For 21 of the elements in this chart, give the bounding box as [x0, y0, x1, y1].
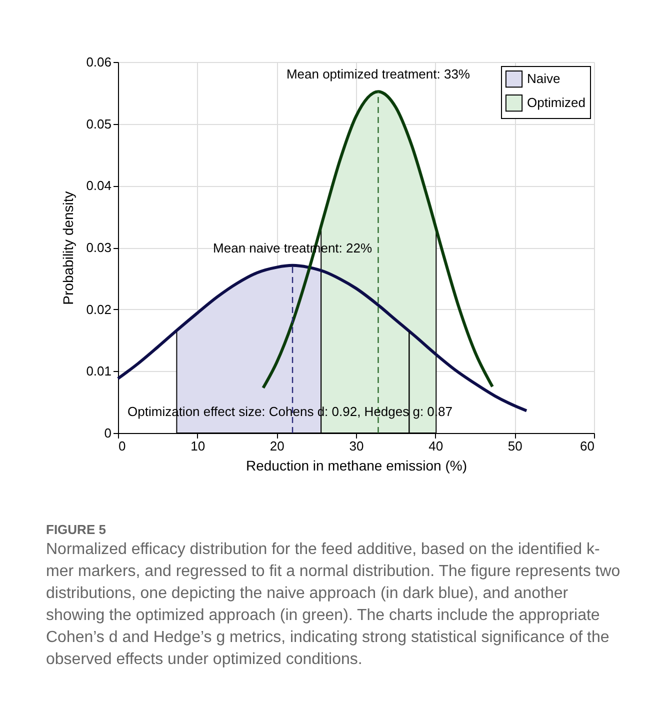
x-tick-label: 20: [270, 438, 284, 454]
y-tick-label: 0.03: [86, 240, 112, 255]
x-tick-label: 10: [190, 438, 206, 454]
x-tick-label: 40: [428, 438, 444, 454]
y-tick-label: 0.02: [86, 302, 112, 317]
legend-label: Optimized: [527, 95, 586, 110]
x-tick-label: 50: [508, 438, 522, 454]
x-tick-label: 60: [580, 438, 594, 454]
x-tick-label: 0: [118, 438, 126, 454]
text: Normalized efficacy distribution for the feed additive, based on the identified k-mer markers, and regressed to fit a normal distribution. The figure represents two distributions, one depicting the naive approach (in dark blue), and another showing the optimized approach (in green). The charts include the appropriate Cohen’s d and Hedge’s g metrics, indicating strong statistical significance of the observed effects under optimized conditions.: [46, 540, 622, 670]
legend-label: Naive: [527, 71, 560, 86]
caption: FIGURE 5: [46, 522, 107, 537]
y-tick-label: 0.06: [86, 54, 112, 70]
y-tick-label: 0: [104, 426, 112, 440]
y-axis-title: Probability density: [60, 191, 76, 305]
y-tick-label: 0.01: [86, 364, 112, 379]
y-tick-label: 0.04: [86, 178, 112, 194]
y-tick-label: 0.05: [86, 116, 112, 132]
x-tick-label: 30: [349, 438, 364, 454]
x-axis-title: Reduction in methane emission (%): [246, 458, 467, 474]
annotation: Mean optimized treatment: 33%: [286, 66, 470, 82]
